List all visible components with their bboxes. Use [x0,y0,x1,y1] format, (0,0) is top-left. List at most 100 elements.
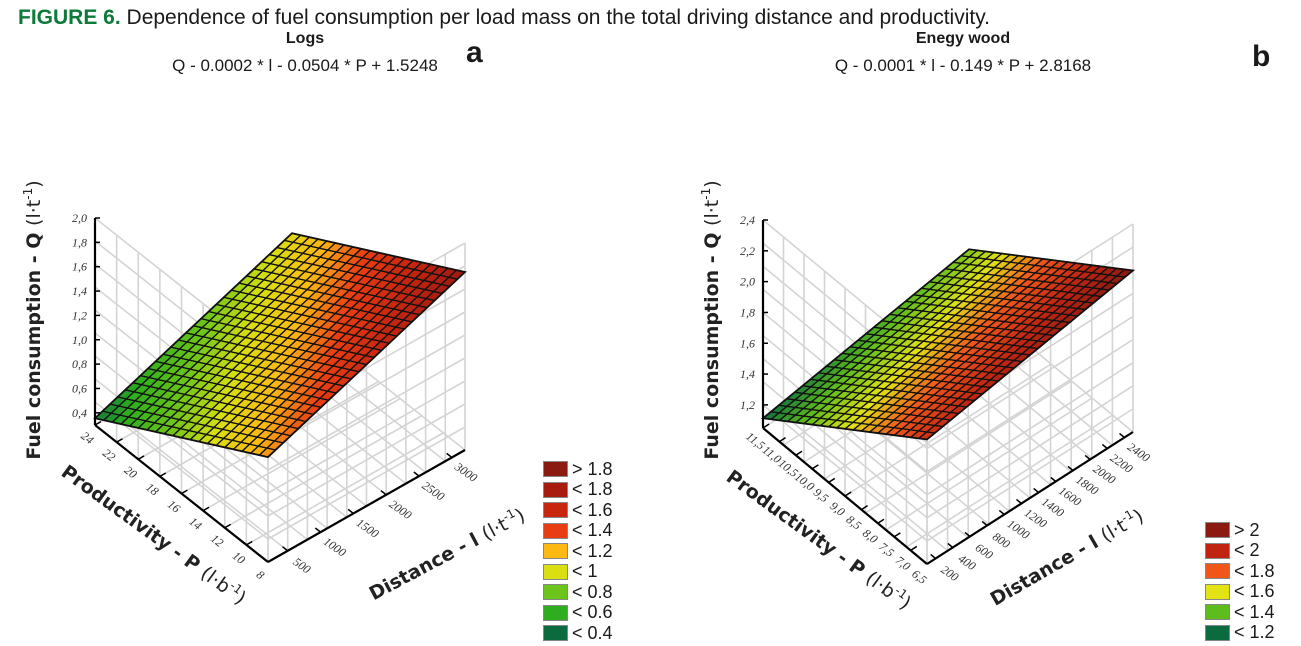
grid-line [762,404,1134,542]
grid-line [245,432,444,546]
legend-swatch [543,522,568,539]
legend-a: > 1.8 < 1.8 < 1.6 < 1.4 < 1.2 < 1 < 0.8 < 0.6 < … [543,459,613,644]
legend-item: > 2 [1205,520,1275,541]
p-tick [926,559,934,565]
legend-label: > 2 [1234,519,1260,540]
grid-line [906,414,1113,548]
legend-item: < 0.6 [543,602,613,624]
legend-swatch [543,543,568,560]
p-tick-label: 9,5 [811,485,831,505]
legend-swatch [543,502,568,519]
l-tick-label: 800 [990,529,1013,551]
l-axis [926,431,1134,565]
p-tick [224,523,232,529]
grid-line [94,401,466,540]
legend-label: < 1.4 [1234,601,1275,622]
p-tick-label: 8,0 [860,526,880,546]
legend-label: < 1.4 [572,520,613,541]
surface-a [93,232,467,459]
l-tick [1050,476,1057,483]
grid-line [844,363,1052,497]
l-tick [1119,432,1125,439]
legend-label: < 1.8 [1234,560,1275,581]
z-tick-label: 1,8 [740,305,755,319]
z-tick-label: 1,4 [740,367,755,381]
p-tick [860,505,868,511]
p-tick [202,506,210,512]
figure-caption: FIGURE 6. Dependence of fuel consumption… [18,6,990,30]
panel-b-title: Enegy wood [915,30,1011,47]
panel-b-equation: Q - 0.0001 * l - 0.149 * P + 2.8168 [834,56,1092,75]
grid-line [202,397,401,512]
legend-item: < 1.2 [1205,622,1275,644]
z-axis-title: Fuel consumption - Q (l·t-1) [21,180,45,459]
legend-item: < 0.8 [543,582,613,603]
legend-label: < 1.6 [572,499,613,520]
legend-swatch [543,461,568,478]
grid-line [865,380,1072,514]
z-tick-label: 0,6 [72,381,87,395]
legend-swatch [543,625,568,642]
legend-label: < 2 [1234,540,1260,561]
l-tick [1033,487,1040,494]
p-tick-label: 7,5 [876,540,896,560]
p-tick [811,464,819,470]
l-tick [347,508,354,515]
legend-swatch [543,563,568,580]
legend-label: < 1.2 [1234,622,1275,643]
z-tick-label: 1,6 [740,336,755,350]
z-tick-label: 1,8 [72,235,87,249]
p-tick [246,540,253,546]
p-tick [828,477,836,484]
legend-swatch [1205,542,1230,559]
figure-label: FIGURE 6. [18,6,121,29]
l-tick [314,527,321,533]
l-tick [282,546,289,552]
legend-swatch [543,584,568,601]
legend-item: < 2 [1205,540,1275,562]
panel-a-letter: a [466,36,483,69]
p-tick [877,518,885,524]
legend-item: < 1.8 [543,479,613,501]
l-tick [413,471,420,477]
z-tick-label: 2,2 [740,244,755,258]
z-tick-label: 2,4 [740,213,755,227]
legend-item: < 1 [543,561,613,583]
panel-a-equation: Q - 0.0002 * l - 0.0504 * P + 1.5248 [172,56,438,75]
legend-swatch [543,604,568,621]
p-tick [795,450,803,456]
p-tick [94,420,102,426]
l-tick [947,542,954,549]
legend-swatch [1205,522,1230,539]
z-tick-label: 1,6 [72,260,87,274]
legend-swatch [1205,563,1230,580]
legend-label: < 1.6 [1234,581,1275,602]
legend-label: < 1.2 [572,540,613,561]
z-tick-label: 1,0 [72,333,87,347]
l-tick-label: 600 [973,540,996,562]
p-tick [267,557,275,563]
l-tick-label: 400 [956,551,979,573]
l-axis [267,449,466,563]
panel-b-letter: b [1252,40,1271,73]
l-tick [964,531,971,538]
legend-swatch [1205,624,1230,641]
p-tick [137,455,145,460]
l-tick [998,509,1005,516]
z-tick-label: 2,0 [740,275,755,289]
legend-item: < 1.4 [543,520,613,542]
legend-item: < 1.6 [543,500,613,521]
l-tick [380,490,387,496]
legend-item: < 0.4 [543,623,613,644]
p-tick-label: 8,5 [844,512,864,532]
surface-outline [93,232,467,459]
legend-item: > 1.8 [543,459,613,480]
legend-item: < 1.8 [1205,561,1275,582]
panel-a-title: Logs [285,30,325,47]
l-tick [1067,465,1074,472]
legend-swatch [1205,583,1230,600]
legend-label: < 0.4 [572,622,613,643]
z-tick-label: 2,0 [72,211,87,225]
p-tick-label: 9,0 [827,499,847,519]
